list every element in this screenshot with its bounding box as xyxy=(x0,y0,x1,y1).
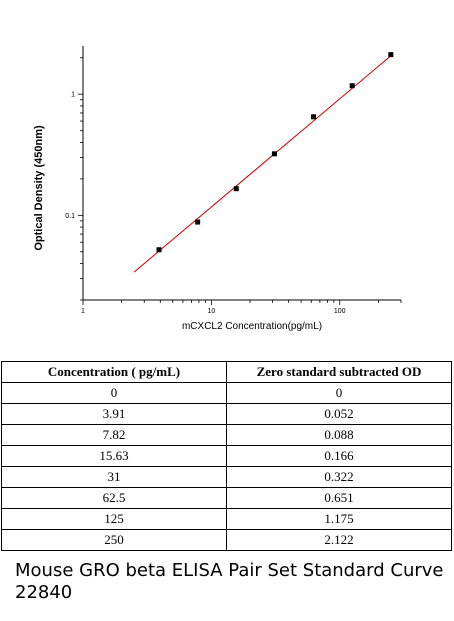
chart-ticks: 1 10 100 0.1 1 xyxy=(65,57,402,315)
y-tick-label: 0.1 xyxy=(65,213,75,220)
table-row: 15.63 0.166 xyxy=(1,445,452,467)
standard-curve-chart: 1 10 100 0.1 1 mCXCL2 Concentration(pg/mL) O… xyxy=(33,46,402,332)
data-point xyxy=(349,83,355,89)
table-row: 62.5 0.651 xyxy=(1,487,452,509)
concentration-cell: 125 xyxy=(1,508,227,530)
table-row: 250 2.122 xyxy=(1,529,452,551)
od-cell: 0.052 xyxy=(226,403,452,425)
standard-curve-table: Concentration ( pg/mL) Zero standard sub… xyxy=(1,361,452,551)
x-axis-label: mCXCL2 Concentration(pg/mL) xyxy=(182,321,322,332)
y-axis-label: Optical Density (450nm) xyxy=(33,125,45,251)
data-point xyxy=(233,186,239,192)
table-body: 0 0 3.91 0.052 7.82 0.088 15.63 0.166 31 0.322 62.… xyxy=(1,382,452,551)
concentration-cell: 250 xyxy=(1,529,227,551)
data-point xyxy=(195,219,201,225)
data-point xyxy=(388,52,394,58)
fit-line xyxy=(133,53,394,273)
table-row: 31 0.322 xyxy=(1,466,452,488)
y-tick-label: 1 xyxy=(71,92,75,99)
concentration-cell: 0 xyxy=(1,382,227,404)
od-cell: 0.088 xyxy=(226,424,452,446)
concentration-cell: 7.82 xyxy=(1,424,227,446)
data-point xyxy=(271,151,277,157)
fit-line-group xyxy=(133,53,394,273)
od-cell: 0.651 xyxy=(226,487,452,509)
od-cell: 0.166 xyxy=(226,445,452,467)
x-tick-label: 100 xyxy=(334,308,346,315)
x-tick-label: 10 xyxy=(207,308,215,315)
figure-caption: Mouse GRO beta ELISA Pair Set Standard C… xyxy=(15,560,444,603)
data-points xyxy=(156,52,394,253)
table-row: 7.82 0.088 xyxy=(1,424,452,446)
table-row: 3.91 0.052 xyxy=(1,403,452,425)
od-cell: 1.175 xyxy=(226,508,452,530)
od-cell: 2.122 xyxy=(226,529,452,551)
data-point xyxy=(311,114,317,120)
od-cell: 0 xyxy=(226,382,452,404)
chart-axes xyxy=(82,46,401,301)
od-header: Zero standard subtracted OD xyxy=(226,361,452,383)
x-tick-label: 1 xyxy=(81,308,85,315)
concentration-cell: 31 xyxy=(1,466,227,488)
concentration-cell: 3.91 xyxy=(1,403,227,425)
concentration-cell: 15.63 xyxy=(1,445,227,467)
concentration-header: Concentration ( pg/mL) xyxy=(1,361,227,383)
table-row: 125 1.175 xyxy=(1,508,452,530)
concentration-cell: 62.5 xyxy=(1,487,227,509)
data-point xyxy=(156,247,162,253)
od-cell: 0.322 xyxy=(226,466,452,488)
table-header-row: Concentration ( pg/mL) Zero standard sub… xyxy=(1,361,452,383)
